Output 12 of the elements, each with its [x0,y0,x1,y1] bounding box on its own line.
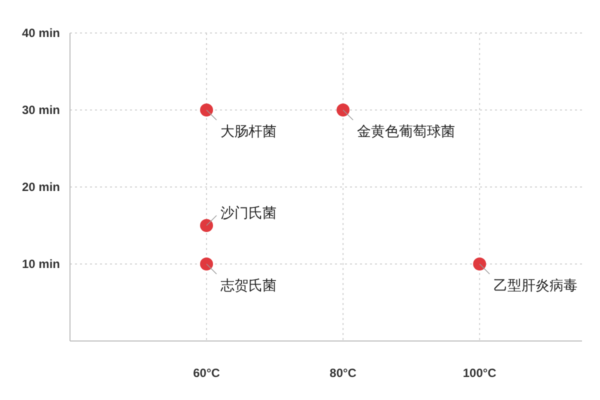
y-tick-label: 10 min [22,257,60,271]
annotation: 志贺氏菌 [220,277,277,293]
x-tick-label: 100°C [462,366,497,380]
x-tick-label: 80°C [330,366,357,380]
y-tick-label: 30 min [22,103,60,117]
annotation: 大肠杆菌 [220,123,277,139]
annotation: 乙型肝炎病毒 [494,277,578,293]
x-tick-label: 60°C [193,366,220,380]
annotation: 沙门氏菌 [220,204,277,220]
annotation: 金黄色葡萄球菌 [357,123,456,139]
y-tick-label: 40 min [22,26,60,40]
y-tick-label: 20 min [22,180,60,194]
